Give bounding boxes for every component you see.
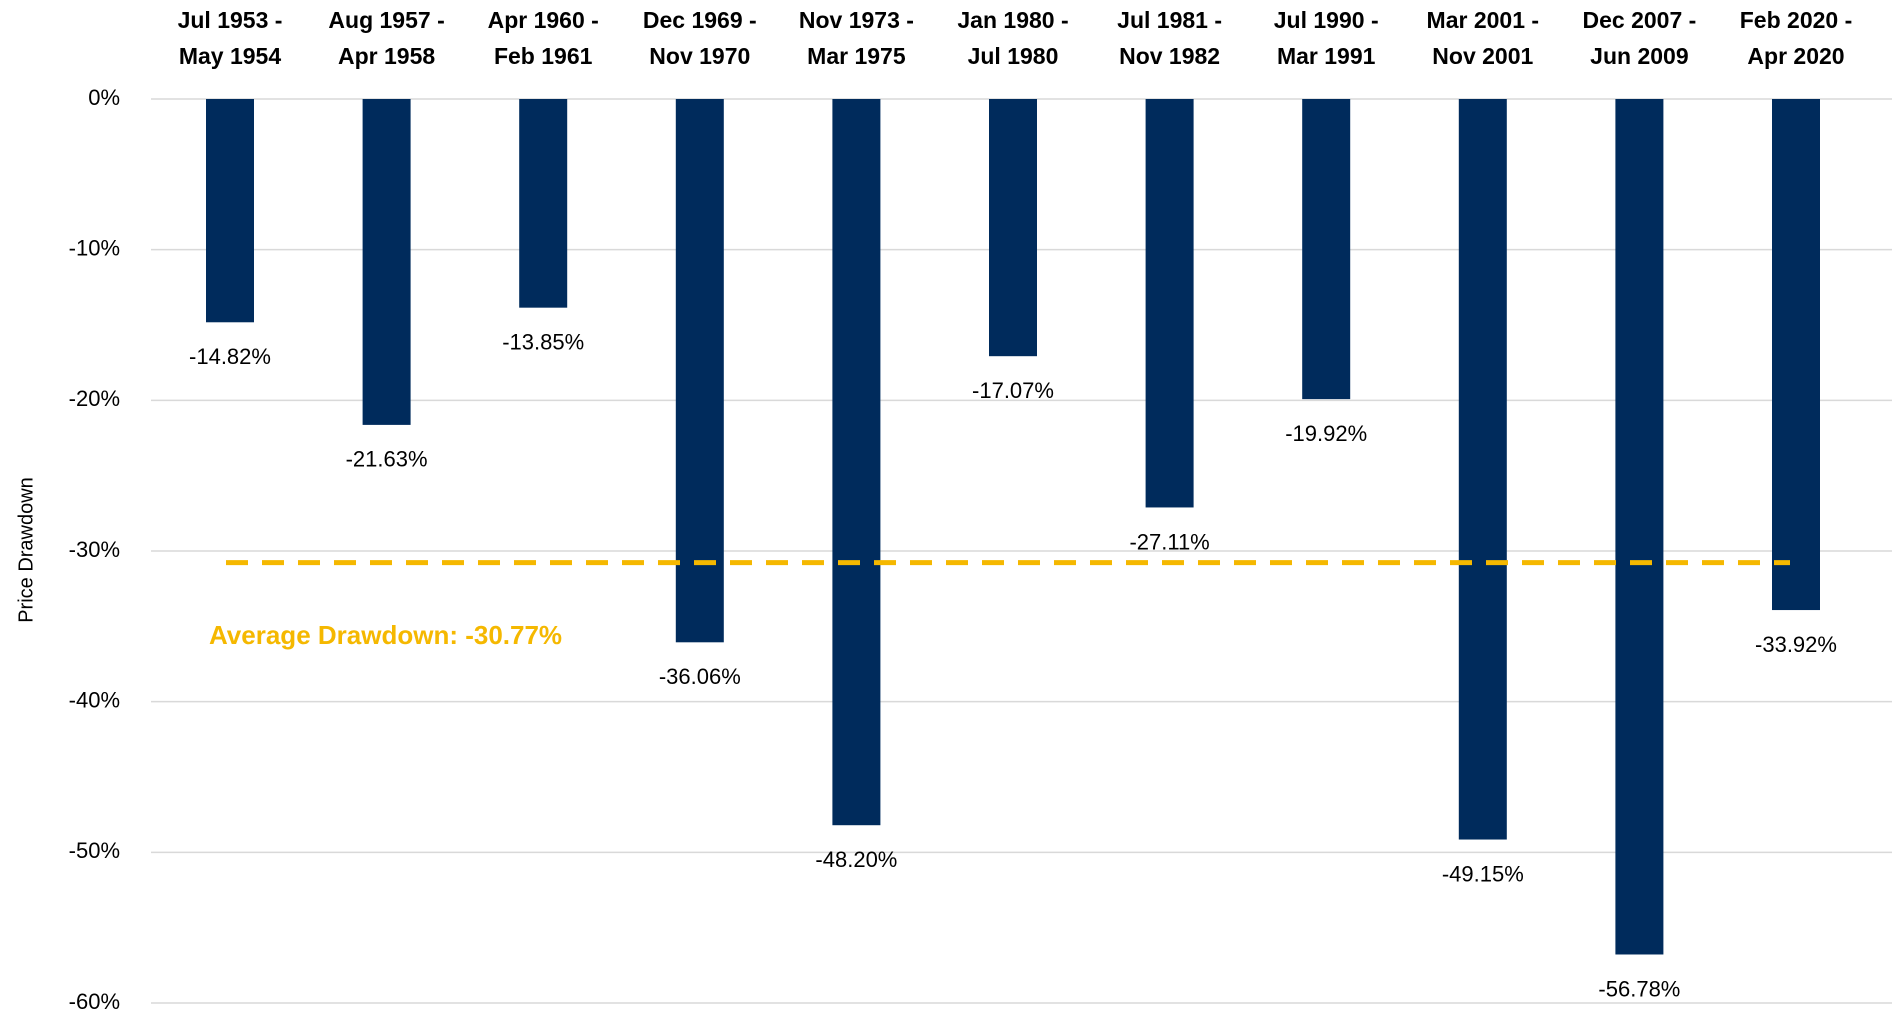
value-label: -14.82% [189,344,271,369]
y-tick-label: -10% [69,235,120,260]
x-tick-label: Jul 1990 - [1274,7,1379,33]
value-label: -49.15% [1442,861,1524,886]
x-tick-label: Feb 1961 [494,43,593,69]
x-tick-label: Apr 1958 [338,43,435,69]
bar [519,99,568,308]
x-tick-label: Apr 2020 [1747,43,1844,69]
value-label: -48.20% [815,847,897,872]
value-label: -56.78% [1598,976,1680,1001]
x-tick-label: May 1954 [179,43,282,69]
x-tick-label: Nov 1982 [1119,43,1220,69]
bar [362,99,411,425]
value-label: -36.06% [659,664,741,689]
x-tick-label: Nov 2001 [1432,43,1533,69]
x-tick-label: Feb 2020 - [1740,7,1853,33]
x-tick-label: Jul 1981 - [1117,7,1222,33]
x-tick-label: Aug 1957 - [328,7,444,33]
value-label: -27.11% [1129,529,1209,554]
value-label: -21.63% [346,447,428,472]
x-tick-label: Dec 2007 - [1582,7,1696,33]
x-tick-label: Nov 1973 - [799,7,914,33]
x-tick-label: Dec 1969 - [643,7,757,33]
x-tick-label: Jun 2009 [1590,43,1688,69]
y-axis-label: Price Drawdown [15,477,37,623]
bar [675,99,724,643]
bar [989,99,1037,357]
y-tick-label: -30% [69,537,120,562]
value-label: -19.92% [1285,421,1367,446]
average-label: Average Drawdown: -30.77% [209,620,562,650]
bar [206,99,254,323]
value-label: -33.92% [1755,632,1837,657]
x-tick-label: Mar 2001 - [1427,7,1540,33]
bar [1458,99,1507,840]
y-tick-label: -20% [69,386,120,411]
x-tick-label: Jul 1953 - [178,7,283,33]
x-tick-label: Apr 1960 - [488,7,599,33]
y-tick-label: -50% [69,838,120,863]
value-label: -17.07% [972,378,1054,403]
bar [1615,99,1664,955]
bar [832,99,881,826]
x-tick-label: Mar 1991 [1277,43,1376,69]
bar [1302,99,1351,400]
x-tick-label: Mar 1975 [807,43,906,69]
x-tick-label: Jul 1980 [968,43,1059,69]
y-tick-label: -40% [69,687,120,712]
bar [1145,99,1194,508]
x-tick-label: Jan 1980 - [957,7,1068,33]
bar [1772,99,1820,611]
x-tick-label: Nov 1970 [649,43,750,69]
value-label: -13.85% [502,329,584,354]
y-tick-label: 0% [88,85,120,110]
y-tick-label: -60% [69,989,120,1014]
